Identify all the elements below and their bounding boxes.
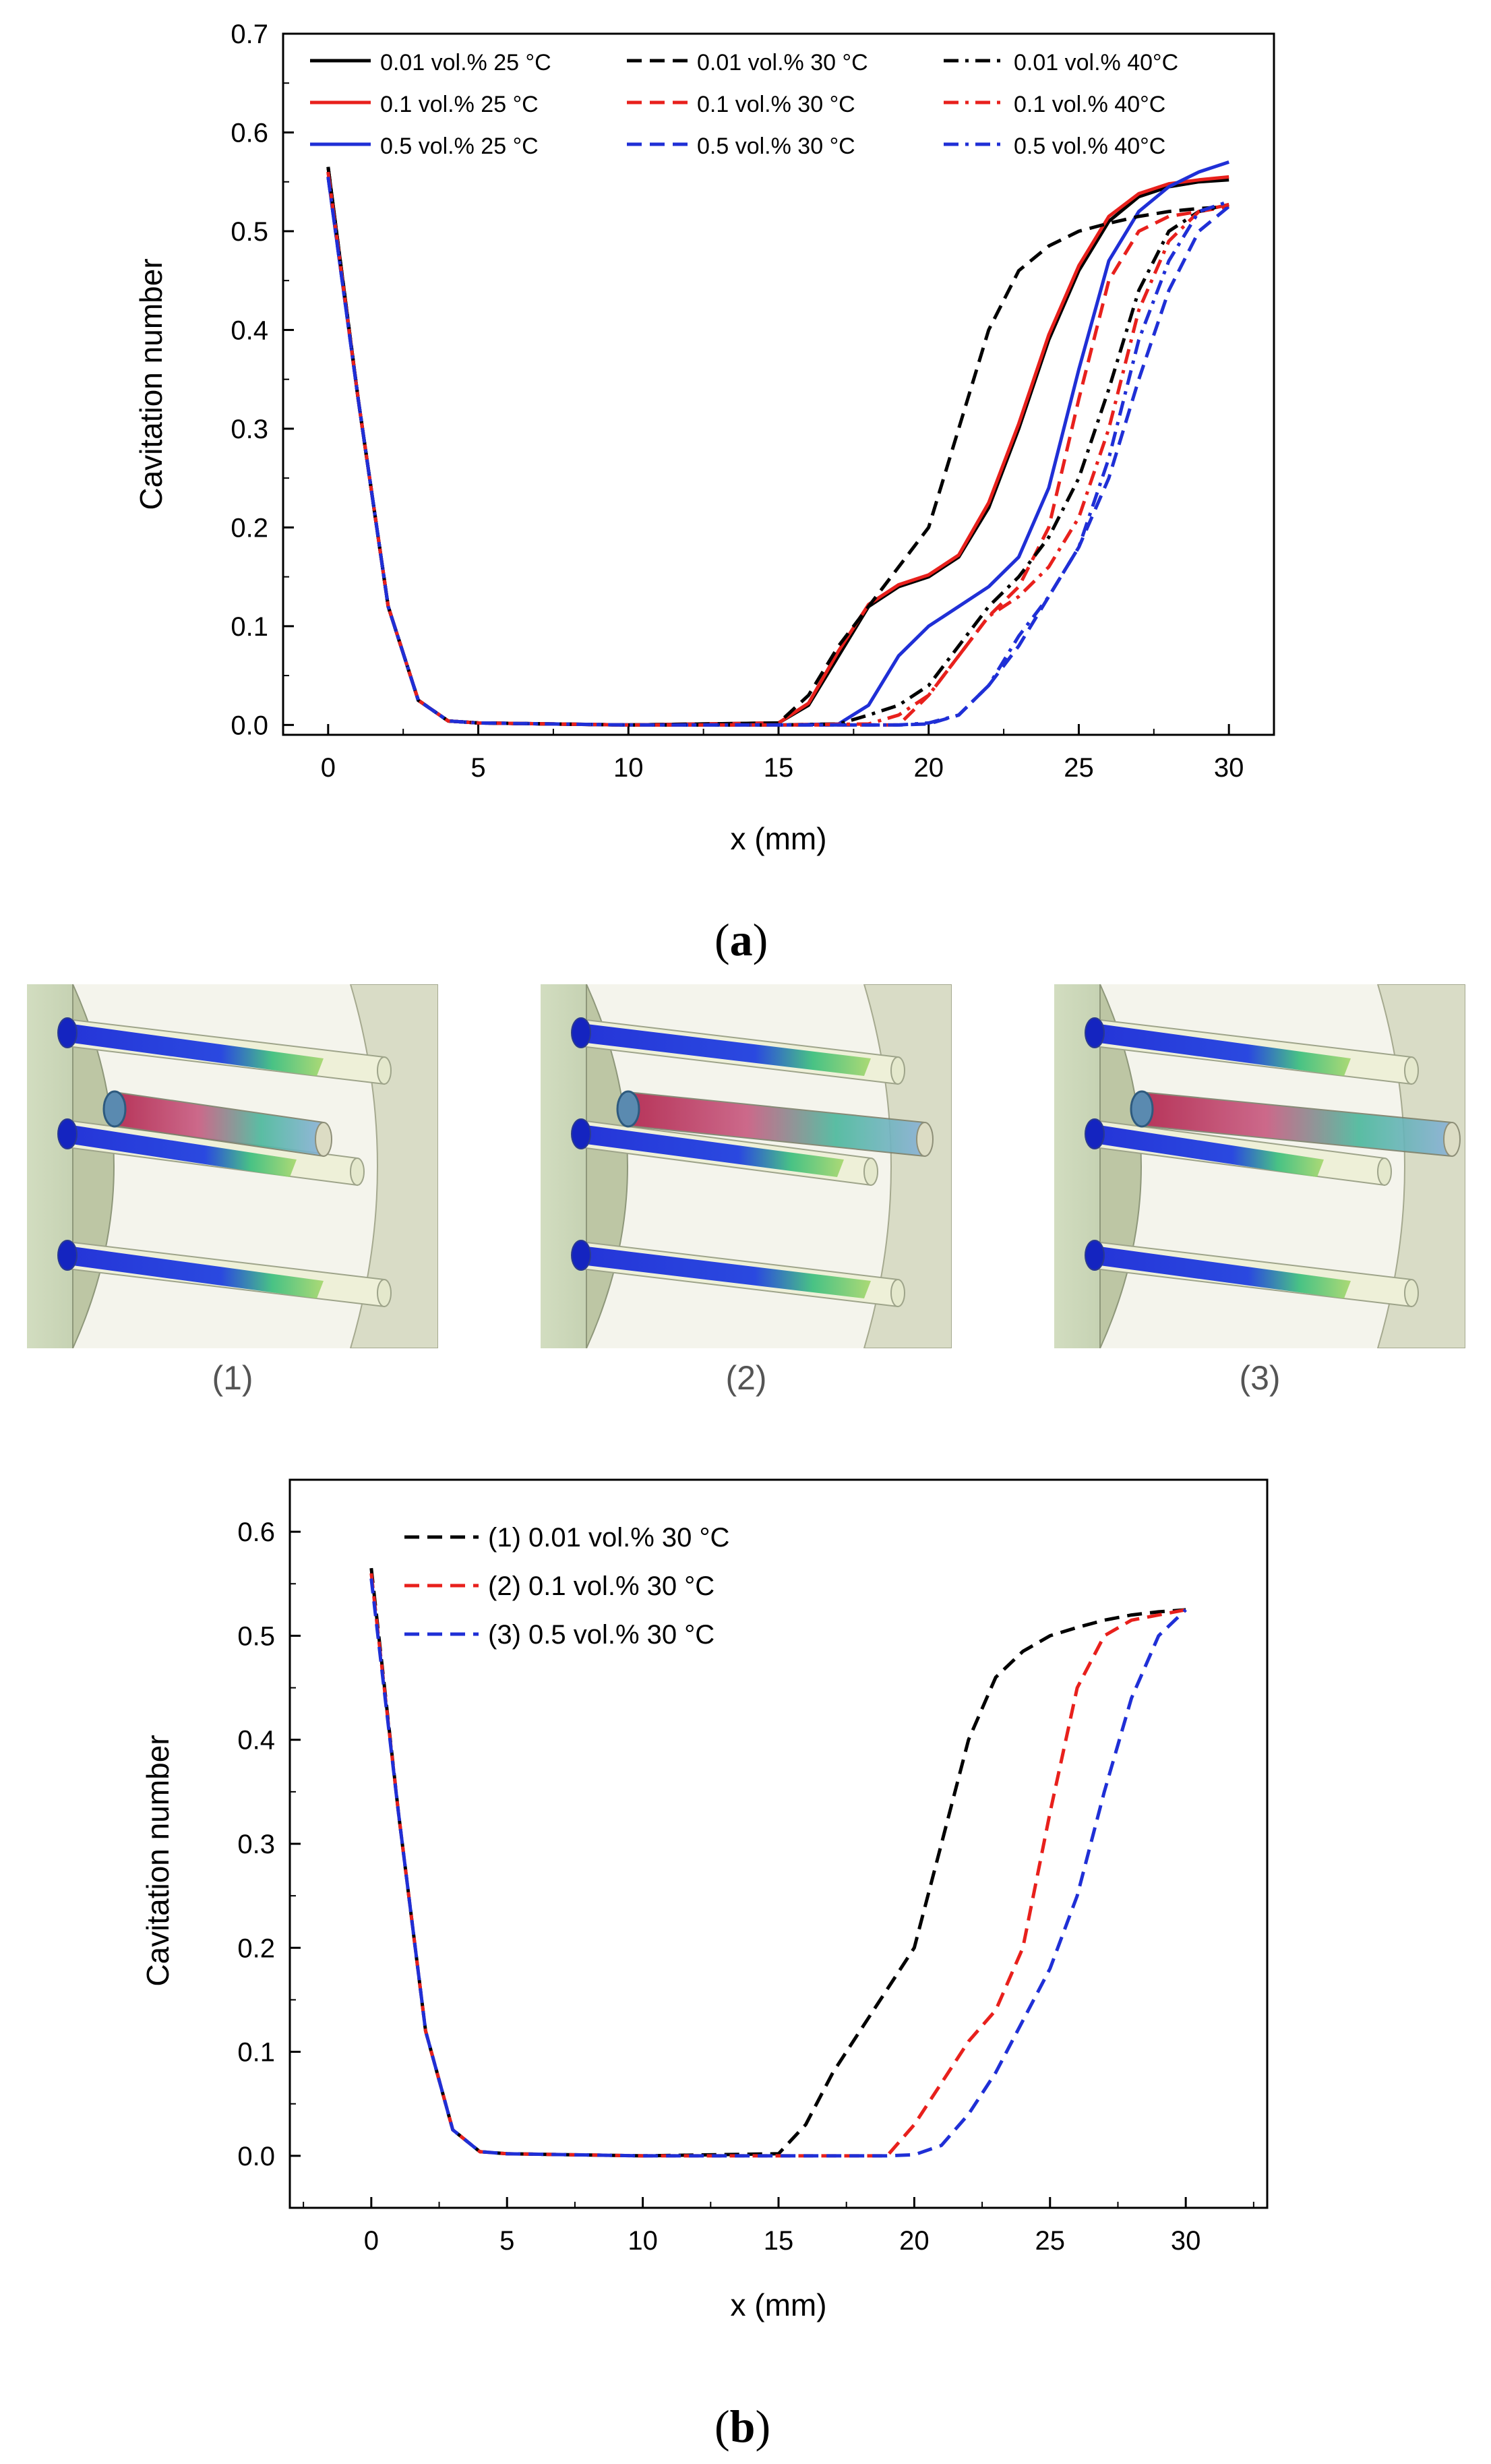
chart-a-series-4 [326,167,1229,727]
chart-a-series-9 [326,177,1229,727]
chart-a-ytick-label: 0.0 [231,711,268,740]
chart-b-ylabel: Cavitation number [140,1735,175,1986]
chart-a: 0 5 10 15 20 25 30 0.0 0.1 0.2 0.3 0.4 0.5 0.6 0.7 0.0… [133,20,1275,856]
chart-b-ytick-label: 0.0 [237,2142,275,2171]
chart-a-xtick-label: 5 [470,753,485,783]
chart-a-ytick-label: 0.6 [231,118,268,148]
chart-b-xtick-label: 20 [899,2226,930,2256]
chart-a-xtick-label: 25 [1064,753,1094,783]
chart-b-legend-label: (1) 0.01 vol.% 30 °C [488,1523,729,1553]
chart-b-legend-label: (2) 0.1 vol.% 30 °C [488,1571,714,1601]
chart-b-xtick-label: 0 [364,2226,379,2256]
chart-a-xtick-label: 15 [764,753,794,783]
chart-b-plot-frame [288,1478,1269,2209]
chart-b-series-2 [369,1573,1186,2158]
render-3 [1054,984,1466,1349]
chart-a-ytick-label: 0.1 [231,612,268,642]
render-caption-2: (2) [725,1359,767,1397]
chart-a-legend-label: 0.5 vol.% 25 °C [380,133,539,159]
chart-b-ytick-label: 0.2 [237,1933,275,1963]
chart-a-legend-label: 0.5 vol.% 40°C [1014,133,1165,159]
chart-b-xtick-label: 5 [499,2226,514,2256]
chart-b-ytick-label: 0.4 [237,1726,275,1755]
chart-b-xtick-label: 10 [628,2226,658,2256]
chart-a-series-1 [326,167,1229,727]
chart-b-xtick-label: 25 [1035,2226,1066,2256]
chart-a-series-2 [326,171,1229,727]
chart-b-series-3 [369,1578,1187,2158]
chart-a-legend-label: 0.1 vol.% 25 °C [380,92,539,117]
chart-a-legend-label: 0.1 vol.% 40°C [1014,92,1165,117]
chart-a-series-6 [326,177,1230,727]
chart-b-xtick-label: 15 [764,2226,794,2256]
chart-a-ytick-label: 0.2 [231,513,268,543]
chart-b-legend-label: (3) 0.5 vol.% 30 °C [488,1620,714,1650]
chart-a-xtick-label: 10 [613,753,644,783]
chart-a-ytick-label: 0.5 [231,217,268,247]
chart-b-ytick-label: 0.1 [237,2038,275,2068]
chart-b-ytick-label: 0.5 [237,1621,275,1651]
chart-a-xlabel: x (mm) [730,821,826,856]
render-2 [541,984,952,1349]
chart-a-ylabel: Cavitation number [133,258,169,510]
render-strip: (1) (2) (3) [27,984,1483,1397]
render-caption-1: (1) [212,1359,253,1397]
chart-a-legend-label: 0.01 vol.% 25 °C [380,50,551,76]
chart-a-series-8 [326,171,1229,727]
chart-a-xtick-label: 20 [913,753,944,783]
chart-b-ytick-label: 0.3 [237,1830,275,1859]
chart-a-legend-label: 0.5 vol.% 30 °C [697,133,855,159]
chart-b-xtick-label: 30 [1171,2226,1201,2256]
chart-a-series-7 [326,167,1229,727]
chart-b: 0 5 10 15 20 25 30 0.0 0.1 0.2 0.3 0.4 0.5 0.6 (1) 0.… [140,1478,1269,2322]
chart-a-legend-label: 0.01 vol.% 30 °C [697,50,868,76]
chart-b-ytick-label: 0.6 [237,1518,275,1547]
render-1 [27,984,439,1349]
chart-a-legend-label: 0.1 vol.% 30 °C [697,92,855,117]
chart-a-xtick-label: 30 [1214,753,1244,783]
chart-a-ytick-label: 0.7 [231,20,268,49]
chart-a-xtick-label: 0 [321,753,336,783]
chart-a-series-5 [326,171,1229,727]
panel-a-label: (a) [714,914,768,965]
chart-a-ytick-label: 0.4 [231,315,268,345]
chart-b-series-1 [369,1567,1186,2158]
panel-b-label: (b) [714,2401,771,2452]
chart-a-legend-label: 0.01 vol.% 40°C [1014,50,1178,76]
chart-b-xlabel: x (mm) [730,2287,826,2322]
chart-a-ytick-label: 0.3 [231,415,268,444]
render-caption-3: (3) [1239,1359,1281,1397]
